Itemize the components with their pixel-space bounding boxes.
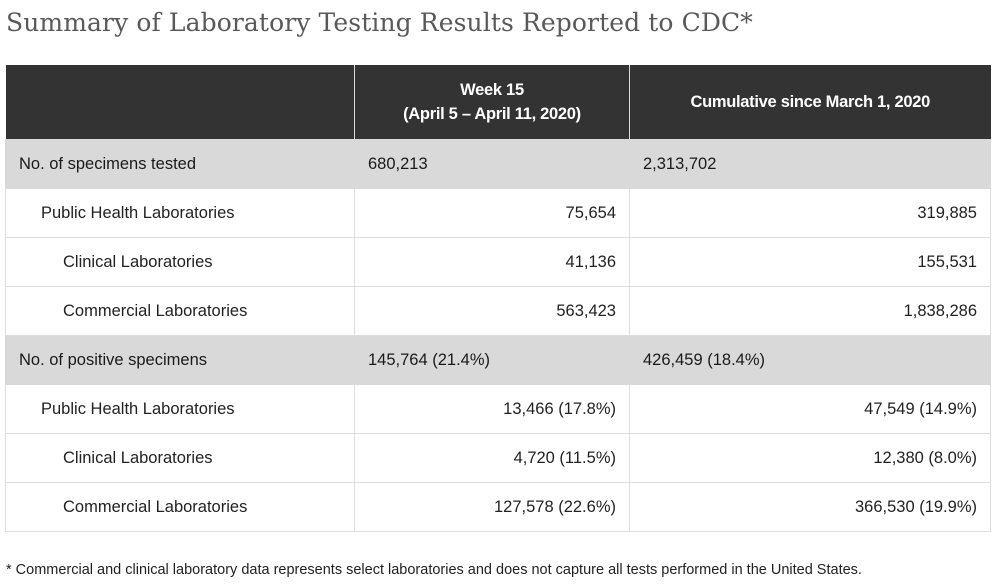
table-row-commercial-positive: Commercial Laboratories 127,578 (22.6%) …	[5, 482, 991, 532]
cumulative-value: 12,380 (8.0%)	[629, 433, 991, 483]
table-header: Week 15 (April 5 – April 11, 2020) Cumul…	[5, 65, 991, 140]
row-label: No. of positive specimens	[5, 335, 355, 385]
week-value: 75,654	[354, 188, 630, 238]
cumulative-value: 155,531	[629, 237, 991, 287]
week-value: 41,136	[354, 237, 630, 287]
header-cumulative-column: Cumulative since March 1, 2020	[629, 65, 991, 140]
cumulative-value: 426,459 (18.4%)	[629, 335, 991, 385]
table-row-specimens-tested: No. of specimens tested 680,213 2,313,70…	[5, 139, 991, 189]
header-row: Week 15 (April 5 – April 11, 2020) Cumul…	[5, 65, 991, 140]
row-label: Commercial Laboratories	[5, 286, 355, 336]
lab-results-table: Week 15 (April 5 – April 11, 2020) Cumul…	[5, 65, 991, 532]
table-row-positive-specimens: No. of positive specimens 145,764 (21.4%…	[5, 335, 991, 385]
cumulative-value: 2,313,702	[629, 139, 991, 189]
week-value: 13,466 (17.8%)	[354, 384, 630, 434]
row-label: Commercial Laboratories	[5, 482, 355, 532]
week-value: 680,213	[354, 139, 630, 189]
table-row-clinical-positive: Clinical Laboratories 4,720 (11.5%) 12,3…	[5, 433, 991, 483]
table-row-public-health-positive: Public Health Laboratories 13,466 (17.8%…	[5, 384, 991, 434]
table-row-public-health-tested: Public Health Laboratories 75,654 319,88…	[5, 188, 991, 238]
week-value: 4,720 (11.5%)	[354, 433, 630, 483]
cumulative-value: 319,885	[629, 188, 991, 238]
page-title: Summary of Laboratory Testing Results Re…	[6, 8, 753, 37]
cumulative-value: 366,530 (19.9%)	[629, 482, 991, 532]
footnote: * Commercial and clinical laboratory dat…	[6, 562, 862, 578]
row-label: Public Health Laboratories	[5, 384, 355, 434]
row-label: Public Health Laboratories	[5, 188, 355, 238]
cumulative-value: 1,838,286	[629, 286, 991, 336]
header-week-column: Week 15 (April 5 – April 11, 2020)	[354, 65, 630, 140]
header-label-column	[5, 65, 355, 140]
table-row-clinical-tested: Clinical Laboratories 41,136 155,531	[5, 237, 991, 287]
table-body: No. of specimens tested 680,213 2,313,70…	[5, 139, 991, 532]
week-value: 145,764 (21.4%)	[354, 335, 630, 385]
header-week-title: Week 15	[460, 81, 524, 99]
row-label: Clinical Laboratories	[5, 433, 355, 483]
cumulative-value: 47,549 (14.9%)	[629, 384, 991, 434]
week-value: 563,423	[354, 286, 630, 336]
header-week-range: (April 5 – April 11, 2020)	[403, 105, 581, 123]
row-label: Clinical Laboratories	[5, 237, 355, 287]
week-value: 127,578 (22.6%)	[354, 482, 630, 532]
table-row-commercial-tested: Commercial Laboratories 563,423 1,838,28…	[5, 286, 991, 336]
row-label: No. of specimens tested	[5, 139, 355, 189]
